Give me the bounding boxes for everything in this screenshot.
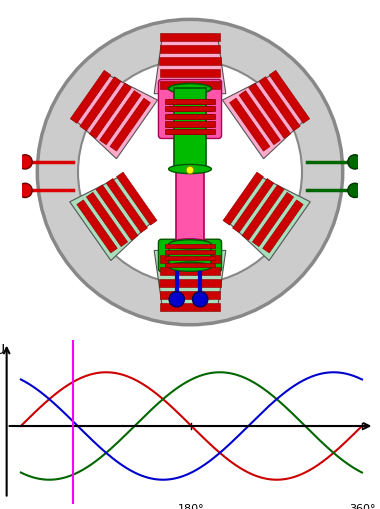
Circle shape bbox=[348, 155, 362, 169]
Bar bbox=[165, 244, 215, 248]
Bar bbox=[165, 263, 215, 267]
Bar bbox=[168, 130, 212, 135]
Polygon shape bbox=[106, 179, 147, 233]
Polygon shape bbox=[110, 99, 150, 152]
Ellipse shape bbox=[171, 239, 209, 248]
Circle shape bbox=[348, 184, 362, 198]
Polygon shape bbox=[89, 84, 131, 139]
Polygon shape bbox=[80, 77, 121, 132]
Polygon shape bbox=[223, 173, 263, 225]
Polygon shape bbox=[233, 179, 274, 233]
Polygon shape bbox=[154, 251, 226, 308]
Polygon shape bbox=[154, 38, 226, 95]
Polygon shape bbox=[160, 34, 220, 42]
Polygon shape bbox=[160, 255, 220, 263]
Bar bbox=[168, 100, 212, 105]
Polygon shape bbox=[70, 71, 111, 124]
Polygon shape bbox=[100, 92, 141, 146]
Text: 360°: 360° bbox=[349, 503, 375, 509]
Polygon shape bbox=[263, 201, 303, 253]
Bar bbox=[168, 115, 212, 120]
Polygon shape bbox=[222, 75, 306, 159]
Bar bbox=[165, 99, 215, 105]
Polygon shape bbox=[252, 193, 294, 247]
Text: U: U bbox=[0, 343, 5, 357]
FancyBboxPatch shape bbox=[158, 80, 222, 139]
Polygon shape bbox=[96, 185, 138, 241]
Circle shape bbox=[186, 167, 194, 175]
Polygon shape bbox=[242, 185, 284, 241]
Polygon shape bbox=[70, 177, 153, 261]
Polygon shape bbox=[160, 46, 220, 54]
Circle shape bbox=[193, 292, 208, 307]
Polygon shape bbox=[249, 84, 291, 139]
Circle shape bbox=[18, 184, 32, 198]
Ellipse shape bbox=[169, 84, 211, 95]
Bar bbox=[168, 107, 212, 112]
Bar bbox=[169, 245, 211, 267]
Polygon shape bbox=[86, 193, 128, 247]
Bar bbox=[168, 123, 212, 128]
Ellipse shape bbox=[169, 165, 211, 174]
Text: 180°: 180° bbox=[178, 503, 205, 509]
FancyBboxPatch shape bbox=[158, 240, 222, 272]
Polygon shape bbox=[259, 77, 300, 132]
Bar bbox=[174, 89, 206, 172]
Polygon shape bbox=[159, 279, 221, 288]
Circle shape bbox=[37, 20, 343, 325]
Ellipse shape bbox=[169, 263, 211, 272]
Bar bbox=[176, 171, 204, 244]
Bar bbox=[165, 115, 215, 120]
Polygon shape bbox=[269, 71, 310, 124]
Polygon shape bbox=[117, 173, 157, 225]
Polygon shape bbox=[159, 58, 221, 66]
Polygon shape bbox=[74, 75, 158, 159]
Polygon shape bbox=[160, 303, 220, 312]
Polygon shape bbox=[160, 70, 220, 78]
Polygon shape bbox=[160, 267, 220, 275]
Polygon shape bbox=[77, 201, 117, 253]
Bar bbox=[165, 257, 215, 261]
Polygon shape bbox=[160, 292, 220, 299]
Ellipse shape bbox=[169, 240, 211, 249]
Bar bbox=[165, 122, 215, 128]
Circle shape bbox=[18, 155, 32, 169]
Circle shape bbox=[169, 292, 184, 307]
Bar bbox=[165, 250, 215, 254]
Bar bbox=[165, 107, 215, 112]
Polygon shape bbox=[160, 82, 220, 90]
Polygon shape bbox=[227, 177, 310, 261]
Bar bbox=[165, 130, 215, 135]
Polygon shape bbox=[239, 92, 280, 146]
Polygon shape bbox=[230, 99, 270, 152]
Circle shape bbox=[78, 61, 302, 285]
